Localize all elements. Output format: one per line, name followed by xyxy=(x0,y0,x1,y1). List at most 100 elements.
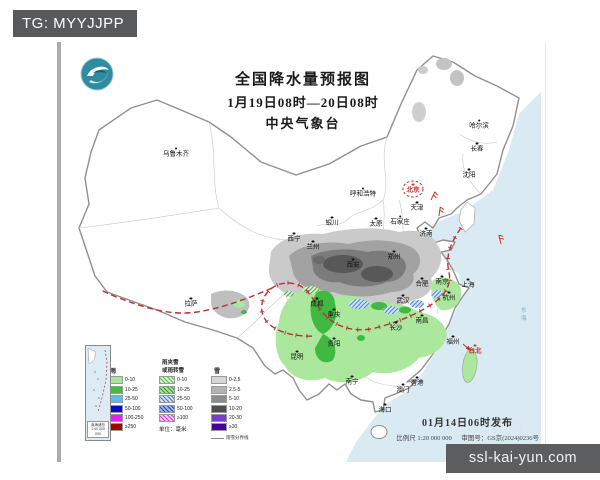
city-dot xyxy=(440,275,444,278)
city-dot xyxy=(351,258,355,261)
weather-map-panel: 全国降水量预报图 1月19日08时—20日08时 中央气象台 乌鲁木齐 哈尔滨 长春… xyxy=(57,42,546,462)
legend-snow-column: 雪 0-2.5 2.5-5 5-10 10-20 20-30 ≥30 雨雪分界线 xyxy=(211,354,258,441)
city-label: 西宁 xyxy=(288,232,301,243)
issue-info: 01月14日06时发布 比例尺 1:20 000 000 审图号：GS京(202… xyxy=(388,414,539,442)
city-label: 郑州 xyxy=(388,250,401,261)
site-watermark: ssl-kai-yun.com xyxy=(446,444,600,473)
legend-row: 10-20 xyxy=(211,404,258,413)
city-label: 上海 xyxy=(462,278,475,289)
legend-row: 100-250 xyxy=(107,413,154,422)
legend-snow-header: 雪 xyxy=(214,369,221,375)
legend-row: 2.5-5 xyxy=(211,385,258,394)
city-dot xyxy=(398,215,402,218)
city-dot xyxy=(332,308,336,311)
city-label: 南昌 xyxy=(416,314,429,325)
legend-swatch xyxy=(159,395,175,404)
city-dot xyxy=(374,217,378,220)
city-label: 重庆 xyxy=(328,308,341,319)
legend-swatch xyxy=(211,395,227,404)
legend-row: 0-10 xyxy=(159,376,206,385)
hainan-island xyxy=(370,425,388,439)
city-label: 银川 xyxy=(326,216,339,227)
city-dot xyxy=(401,294,405,297)
legend-row-label: 25-50 xyxy=(177,396,190,403)
legend-row-label: 25-50 xyxy=(125,396,138,403)
city-dot xyxy=(174,147,178,150)
city-label: 呼和浩特 xyxy=(350,187,376,198)
rain-snow-boundary-line xyxy=(100,226,463,339)
legend-swatch xyxy=(211,413,227,422)
legend-row: 25-50 xyxy=(159,395,206,404)
city-label: 拉萨 xyxy=(185,297,198,308)
korea-peninsula xyxy=(458,201,476,233)
city-label: 北京 xyxy=(407,183,420,194)
city-dot xyxy=(466,278,470,281)
beijing-highlight-circle xyxy=(402,180,424,198)
precipitation-legend: 雨 0-10 10-25 25-50 50-100 100-250 ≥250 雨夹雪 或雨… xyxy=(107,354,258,441)
city-dot xyxy=(447,291,451,294)
city-label: 南京 xyxy=(436,275,449,286)
legend-swatch xyxy=(211,404,227,413)
legend-row-label: 100-250 xyxy=(125,414,144,421)
legend-row-label: ≥100 xyxy=(177,414,189,421)
legend-row: 10-25 xyxy=(107,385,154,394)
city-label: 沈阳 xyxy=(463,168,476,179)
city-label: 台北 xyxy=(469,344,482,355)
city-label: 成都 xyxy=(311,297,324,308)
city-label: 昆明 xyxy=(291,350,304,361)
map-scale: 比例尺 1:20 000 000 xyxy=(396,435,452,442)
city-dot xyxy=(415,201,419,204)
inset-label-box: 南海诸岛 1:40 000 000 xyxy=(87,420,109,438)
city-label: 西安 xyxy=(347,258,360,269)
inset-scale: 1:40 000 000 xyxy=(91,427,105,436)
legend-row: 20-30 xyxy=(211,413,258,422)
city-dot xyxy=(189,297,193,300)
legend-row-label: 0-2.5 xyxy=(229,377,241,384)
legend-row: ≥30 xyxy=(211,423,258,432)
sea-area xyxy=(346,92,541,462)
legend-boundary-row: 雨雪分界线 xyxy=(211,435,258,441)
city-label: 石家庄 xyxy=(390,215,410,226)
issue-time: 01月14日06时发布 xyxy=(422,418,513,429)
city-dot xyxy=(330,216,334,219)
taiwan-island xyxy=(462,347,478,383)
legend-swatch xyxy=(159,413,175,422)
legend-rain-header: 雨 xyxy=(110,369,117,375)
legend-row-label: 10-25 xyxy=(125,386,138,393)
legend-row: 0-2.5 xyxy=(211,376,258,385)
legend-row: 50-100 xyxy=(107,404,154,413)
city-dot xyxy=(475,142,479,145)
city-dot xyxy=(361,187,365,190)
legend-row-label: 5-10 xyxy=(229,396,240,403)
legend-unit: 单位：毫米 xyxy=(159,426,187,433)
china-map xyxy=(78,55,541,462)
legend-swatch xyxy=(159,376,175,385)
boundary-line-icon xyxy=(211,437,224,439)
city-dot xyxy=(420,277,424,280)
legend-row-label: 50-100 xyxy=(125,405,141,412)
city-label: 天津 xyxy=(411,201,424,212)
city-label: 澳门 xyxy=(397,383,410,394)
cma-logo-icon xyxy=(79,56,115,92)
city-dot xyxy=(392,250,396,253)
legend-rain-rows: 0-10 10-25 25-50 50-100 100-250 ≥250 xyxy=(107,376,154,432)
inset-map xyxy=(87,347,108,413)
legend-swatch xyxy=(211,376,227,385)
legend-row-label: 10-20 xyxy=(229,405,242,412)
legend-swatch xyxy=(211,385,227,394)
city-label: 长春 xyxy=(471,142,484,153)
legend-row: 10-25 xyxy=(159,385,206,394)
map-approval: 审图号：GS京(2024)0236号 xyxy=(461,435,539,442)
city-dot xyxy=(383,403,387,406)
city-dot xyxy=(350,375,354,378)
city-label: 香港 xyxy=(411,376,424,387)
tg-badge: TG: MYYJJPP xyxy=(13,10,137,37)
legend-sleet-header-line2: 或雨转雪 xyxy=(162,367,185,374)
legend-swatch xyxy=(159,385,175,394)
inset-label: 南海诸岛 xyxy=(91,422,105,427)
legend-sleet-header-line1: 雨夹雪 xyxy=(162,360,179,366)
city-label: 济南 xyxy=(420,227,433,238)
city-dot xyxy=(295,350,299,353)
city-label: 乌鲁木齐 xyxy=(163,147,189,158)
